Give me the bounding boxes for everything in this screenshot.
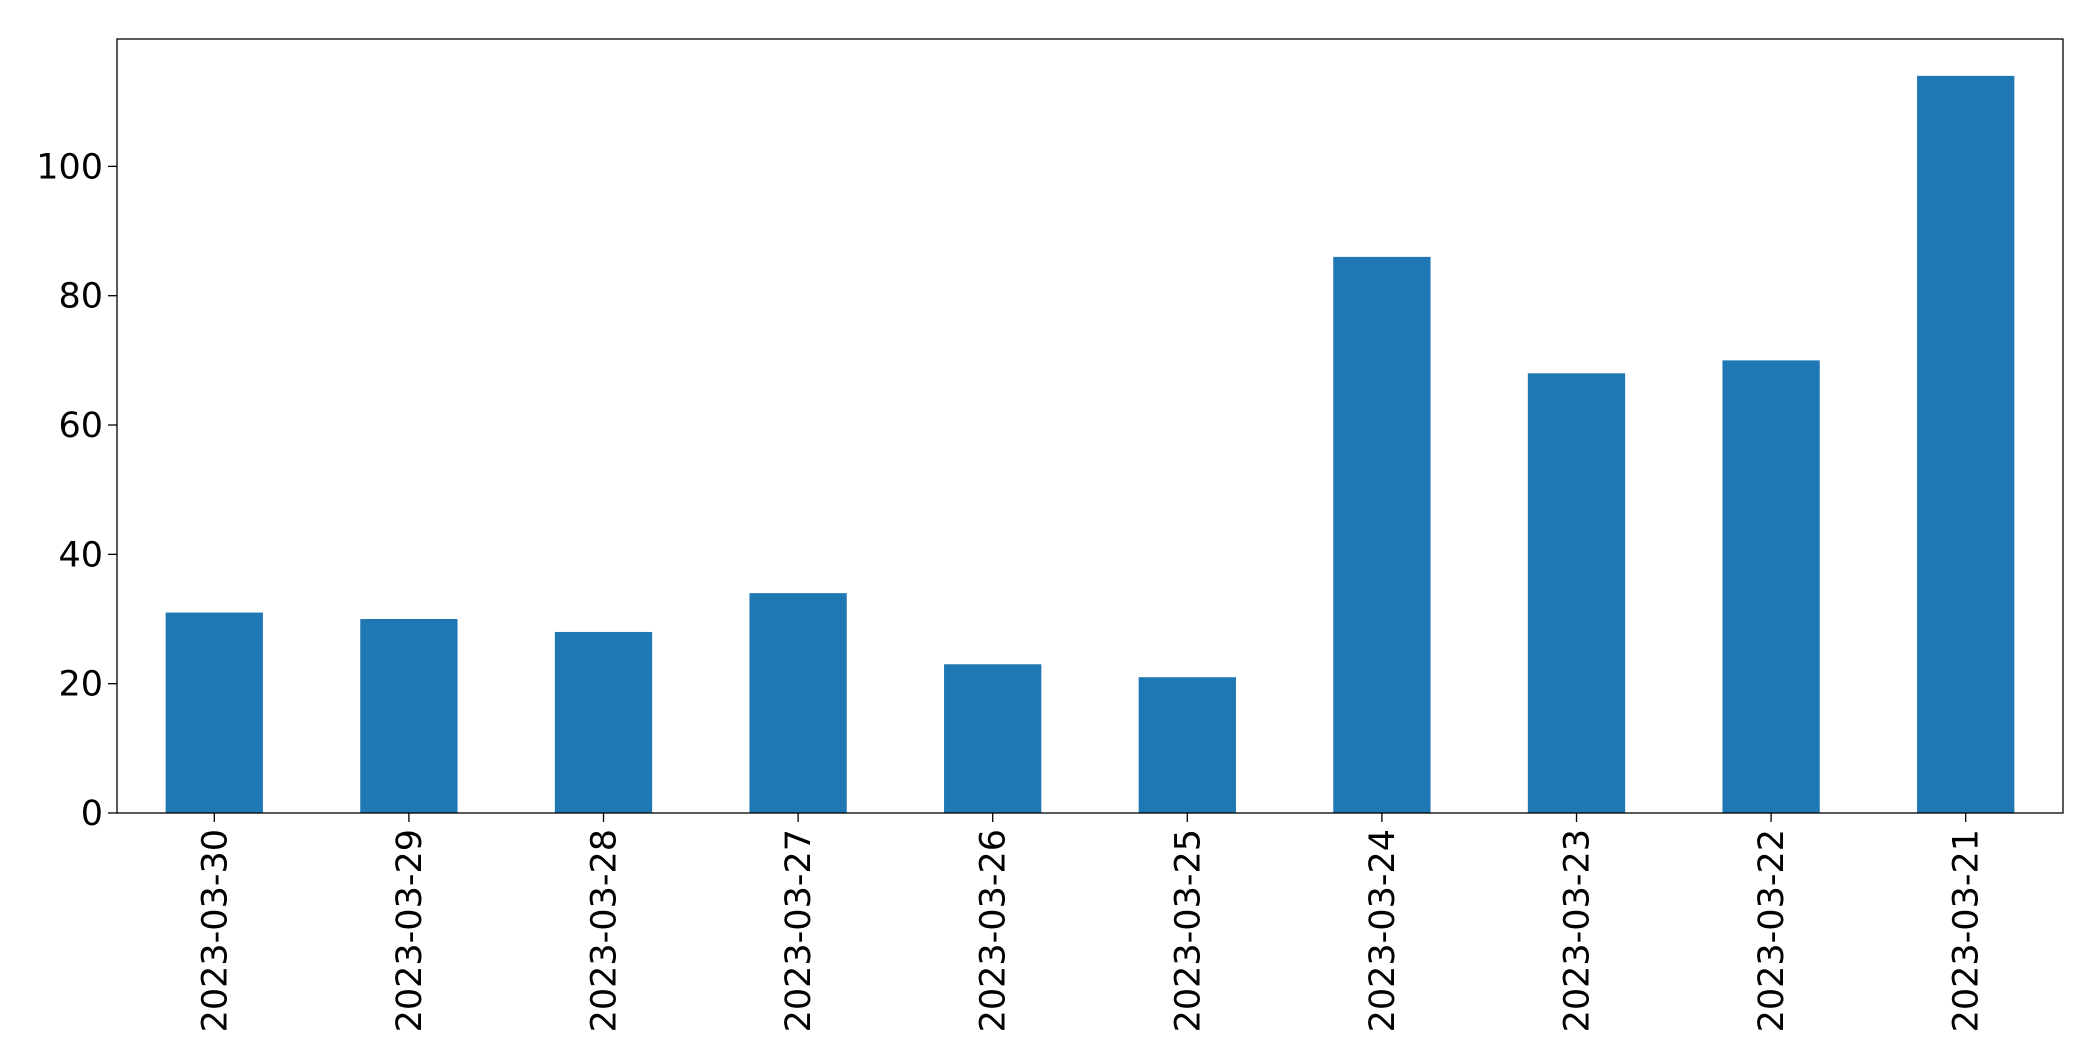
x-tick-label: 2023-03-25 xyxy=(1168,829,1208,1032)
x-tick-label: 2023-03-23 xyxy=(1558,829,1598,1032)
axes-frame xyxy=(116,38,2064,814)
x-tick-label: 2023-03-30 xyxy=(195,829,235,1032)
bar xyxy=(749,593,847,813)
x-tick-label: 2023-03-22 xyxy=(1752,829,1792,1032)
bar xyxy=(1917,75,2015,814)
bar xyxy=(554,631,653,813)
bar xyxy=(1722,360,1820,813)
bar xyxy=(360,619,458,813)
x-tick-label: 2023-03-27 xyxy=(779,829,819,1032)
bar xyxy=(944,664,1042,813)
y-tick-label: 20 xyxy=(58,665,103,705)
x-tick-label: 2023-03-29 xyxy=(390,829,430,1032)
bar xyxy=(1138,677,1236,813)
bar xyxy=(165,612,263,813)
x-tick-label: 2023-03-21 xyxy=(1947,829,1987,1032)
y-tick-label: 100 xyxy=(36,147,103,187)
y-tick-label: 0 xyxy=(81,794,103,834)
y-tick-label: 80 xyxy=(58,277,103,317)
x-tick-label: 2023-03-26 xyxy=(974,829,1014,1032)
bar xyxy=(1333,256,1431,813)
y-tick-label: 40 xyxy=(58,535,103,575)
bar xyxy=(1527,373,1626,813)
x-tick-label: 2023-03-24 xyxy=(1363,829,1403,1032)
x-tick-label: 2023-03-28 xyxy=(585,829,625,1032)
y-tick-label: 60 xyxy=(58,406,103,446)
